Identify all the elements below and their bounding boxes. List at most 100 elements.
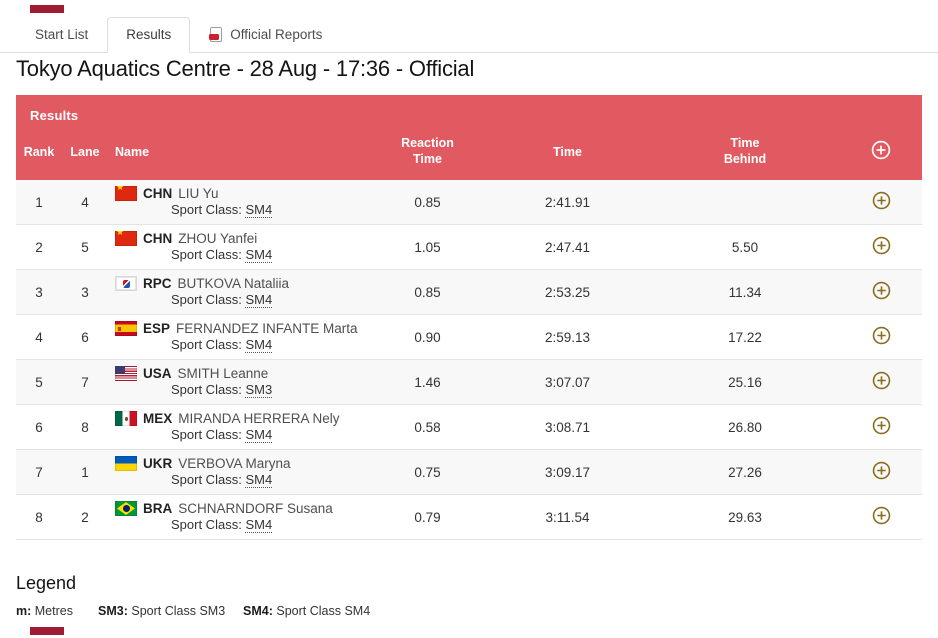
top-accent-dash xyxy=(30,5,64,13)
expand-row-button[interactable] xyxy=(872,461,891,480)
time-cell: 3:07.07 xyxy=(544,374,591,390)
name-cell: CHN LIU Yu Sport Class: SM4 xyxy=(108,185,370,219)
sport-class-label: Sport Class: xyxy=(171,382,242,398)
sport-class-value[interactable]: SM4 xyxy=(245,292,273,309)
results-panel-header: Results Rank Lane Name Reaction Time Tim… xyxy=(16,95,922,180)
reaction-time-cell: 0.58 xyxy=(414,419,441,435)
time-cell: 2:53.25 xyxy=(544,284,591,300)
noc-code: CHN xyxy=(143,185,173,201)
sport-class-value[interactable]: SM4 xyxy=(245,427,273,444)
time-cell: 2:59.13 xyxy=(544,329,591,345)
legend-items: m: Metres SM3: Sport Class SM3 SM4: Spor… xyxy=(16,604,370,618)
flag-icon xyxy=(115,231,137,247)
athlete-name: LIU Yu xyxy=(178,185,219,201)
expand-cell xyxy=(840,461,922,483)
rank-cell: 5 xyxy=(35,374,43,390)
rank-cell: 1 xyxy=(35,194,43,210)
table-row: 5 7 USA SMITH Leanne Sport Class: SM3 1.… xyxy=(16,360,922,405)
expand-cell xyxy=(840,191,922,213)
expand-row-button[interactable] xyxy=(872,281,891,300)
name-cell: BRA SCHNARNDORF Susana Sport Class: SM4 xyxy=(108,500,370,534)
column-header-row: Rank Lane Name Reaction Time Time Time B… xyxy=(16,123,922,180)
athlete-name: MIRANDA HERRERA Nely xyxy=(178,410,340,426)
plus-circle-icon xyxy=(871,140,891,163)
rank-cell: 4 xyxy=(35,329,43,345)
reaction-time-cell: 0.75 xyxy=(414,464,441,480)
athlete-name: SMITH Leanne xyxy=(177,365,269,381)
expand-cell xyxy=(840,236,922,258)
reaction-time-cell: 1.46 xyxy=(414,374,441,390)
sport-class-label: Sport Class: xyxy=(171,337,242,353)
expand-row-button[interactable] xyxy=(872,191,891,210)
expand-row-button[interactable] xyxy=(872,326,891,345)
lane-cell: 3 xyxy=(81,284,89,300)
reaction-time-cell: 0.85 xyxy=(414,194,441,210)
panel-title: Results xyxy=(30,108,79,123)
column-header-lane: Lane xyxy=(70,144,100,159)
lane-cell: 8 xyxy=(81,419,89,435)
sport-class-label: Sport Class: xyxy=(171,292,242,308)
sport-class-value[interactable]: SM4 xyxy=(245,472,273,489)
flag-icon xyxy=(115,456,137,472)
athlete-name: BUTKOVA Nataliia xyxy=(177,275,290,291)
noc-code: RPC xyxy=(143,275,172,291)
athlete-name: SCHNARNDORF Susana xyxy=(178,500,333,516)
expand-cell xyxy=(840,506,922,528)
name-cell: CHN ZHOU Yanfei Sport Class: SM4 xyxy=(108,230,370,264)
legend-item: m: Metres xyxy=(16,604,73,618)
reaction-time-cell: 0.85 xyxy=(414,284,441,300)
expand-row-button[interactable] xyxy=(872,236,891,255)
sport-class-value[interactable]: SM4 xyxy=(245,337,273,354)
sport-class-label: Sport Class: xyxy=(171,427,242,443)
time-behind-cell: 25.16 xyxy=(728,374,762,390)
tab-start-list[interactable]: Start List xyxy=(16,17,107,53)
time-behind-cell: 17.22 xyxy=(728,329,762,345)
rank-cell: 8 xyxy=(35,509,43,525)
table-row: 4 6 ESP FERNANDEZ INFANTE Marta Sport Cl… xyxy=(16,315,922,360)
sport-class-value[interactable]: SM3 xyxy=(245,382,273,399)
flag-icon xyxy=(115,366,137,382)
time-cell: 2:47.41 xyxy=(544,239,591,255)
name-cell: ESP FERNANDEZ INFANTE Marta Sport Class:… xyxy=(108,320,370,354)
expand-row-button[interactable] xyxy=(872,371,891,390)
name-cell: MEX MIRANDA HERRERA Nely Sport Class: SM… xyxy=(108,410,370,444)
flag-icon xyxy=(115,186,137,202)
flag-icon xyxy=(115,411,137,427)
lane-cell: 4 xyxy=(81,194,89,210)
sport-class-value[interactable]: SM4 xyxy=(245,517,273,534)
reaction-time-cell: 0.79 xyxy=(414,509,441,525)
noc-code: ESP xyxy=(143,320,171,336)
sport-class-value[interactable]: SM4 xyxy=(245,202,273,219)
expand-row-button[interactable] xyxy=(872,506,891,525)
table-row: 6 8 MEX MIRANDA HERRERA Nely Sport Class… xyxy=(16,405,922,450)
lane-cell: 1 xyxy=(81,464,89,480)
time-behind-cell: 27.26 xyxy=(728,464,762,480)
expand-row-button[interactable] xyxy=(872,416,891,435)
rank-cell: 3 xyxy=(35,284,43,300)
noc-code: USA xyxy=(143,365,172,381)
noc-code: BRA xyxy=(143,500,173,516)
name-cell: USA SMITH Leanne Sport Class: SM3 xyxy=(108,365,370,399)
sport-class-value[interactable]: SM4 xyxy=(245,247,273,264)
results-rows: 1 4 CHN LIU Yu Sport Class: SM4 0.85 2:4… xyxy=(16,180,922,540)
tab-official-reports[interactable]: Official Reports xyxy=(190,17,341,53)
tab-label: Start List xyxy=(35,27,89,42)
bottom-accent-dash xyxy=(30,627,64,635)
flag-icon xyxy=(115,501,137,517)
lane-cell: 2 xyxy=(81,509,89,525)
noc-code: MEX xyxy=(143,410,173,426)
table-row: 3 3 RPC BUTKOVA Nataliia Sport Class: SM… xyxy=(16,270,922,315)
rank-cell: 6 xyxy=(35,419,43,435)
time-cell: 3:09.17 xyxy=(544,464,591,480)
sport-class-label: Sport Class: xyxy=(171,472,242,488)
time-behind-cell: 26.80 xyxy=(728,419,762,435)
expand-cell xyxy=(840,371,922,393)
column-header-time-behind: Time Behind xyxy=(723,135,767,166)
expand-cell xyxy=(840,416,922,438)
name-cell: RPC BUTKOVA Nataliia Sport Class: SM4 xyxy=(108,275,370,309)
noc-code: CHN xyxy=(143,230,173,246)
athlete-name: VERBOVA Maryna xyxy=(178,455,291,471)
tab-results[interactable]: Results xyxy=(107,17,191,53)
column-header-name: Name xyxy=(115,144,150,159)
column-header-reaction-time: Reaction Time xyxy=(401,135,454,166)
